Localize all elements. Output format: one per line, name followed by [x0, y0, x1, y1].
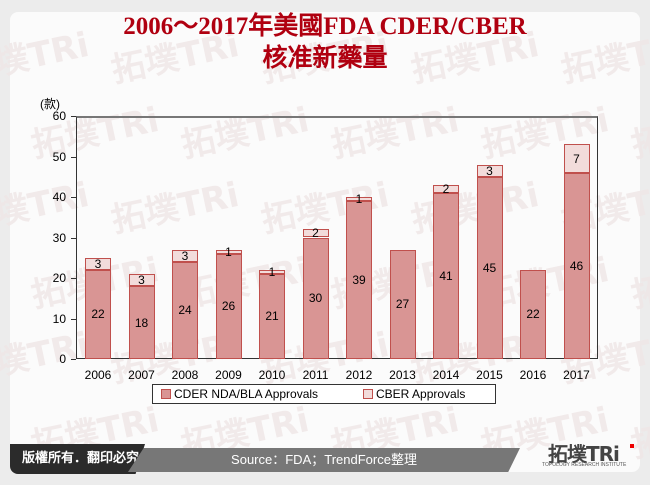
bar-value-cder: 45: [475, 261, 505, 275]
logo-subtitle: TOPOLOGY RESEARCH INSTITUTE: [542, 462, 626, 468]
copyright-banner: 版權所有．翻印必究: [10, 444, 145, 474]
bar-value-cder: 22: [518, 307, 548, 321]
x-tick-label: 2012: [337, 368, 381, 382]
bar-value-cber: 3: [127, 273, 157, 287]
bar-value-cber: 1: [214, 245, 244, 259]
x-tick-label: 2009: [207, 368, 251, 382]
x-tick-label: 2010: [250, 368, 294, 382]
y-tick-label: 20: [36, 271, 66, 285]
x-tick-label: 2013: [381, 368, 425, 382]
legend-item-cber: CBER Approvals: [363, 387, 465, 401]
bar-value-cder: 41: [431, 269, 461, 283]
tri-logo: 拓墣TRi TOPOLOGY RESEARCH INSTITUTE: [510, 436, 640, 472]
bar-value-cder: 21: [257, 309, 287, 323]
x-tick-label: 2011: [294, 368, 338, 382]
y-tick-label: 50: [36, 150, 66, 164]
bar-value-cder: 46: [562, 259, 592, 273]
y-tick-label: 10: [36, 312, 66, 326]
x-tick-label: 2007: [120, 368, 164, 382]
bar-value-cber: 2: [431, 182, 461, 196]
x-tick-label: 2016: [511, 368, 555, 382]
y-tick-label: 0: [36, 352, 66, 366]
y-tick-label: 40: [36, 190, 66, 204]
bar-value-cber: 3: [475, 164, 505, 178]
bar-value-cber: 3: [83, 257, 113, 271]
x-tick-label: 2008: [163, 368, 207, 382]
bar-value-cder: 24: [170, 303, 200, 317]
bar-value-cder: 26: [214, 299, 244, 313]
bar-value-cber: 2: [301, 226, 331, 240]
bar-value-cder: 27: [388, 297, 418, 311]
y-tick-mark: [71, 359, 76, 360]
legend: CDER NDA/BLA Approvals CBER Approvals: [152, 384, 496, 404]
legend-swatch-cber: [363, 389, 373, 399]
legend-label-cder: CDER NDA/BLA Approvals: [174, 387, 318, 401]
y-tick-label: 30: [36, 231, 66, 245]
chart-title-line1: 2006～2017年美國FDA CDER/CBER: [0, 12, 650, 42]
logo-dot-icon: [630, 444, 634, 448]
bar-value-cber: 1: [344, 192, 374, 206]
y-tick-label: 60: [36, 109, 66, 123]
bar-value-cber: 3: [170, 249, 200, 263]
source-note: Source：FDA；TrendForce整理: [128, 448, 520, 472]
bar-value-cber: 7: [562, 152, 592, 166]
x-tick-label: 2015: [468, 368, 512, 382]
x-tick-label: 2014: [424, 368, 468, 382]
chart-title-line2: 核准新藥量: [0, 44, 650, 74]
legend-swatch-cder: [161, 389, 171, 399]
x-tick-label: 2017: [555, 368, 599, 382]
bar-value-cder: 39: [344, 273, 374, 287]
x-tick-label: 2006: [76, 368, 120, 382]
legend-item-cder: CDER NDA/BLA Approvals: [161, 387, 318, 401]
bar-value-cber: 1: [257, 265, 287, 279]
legend-label-cber: CBER Approvals: [376, 387, 465, 401]
bar-value-cder: 18: [127, 316, 157, 330]
bar-value-cder: 30: [301, 291, 331, 305]
bar-value-cder: 22: [83, 307, 113, 321]
